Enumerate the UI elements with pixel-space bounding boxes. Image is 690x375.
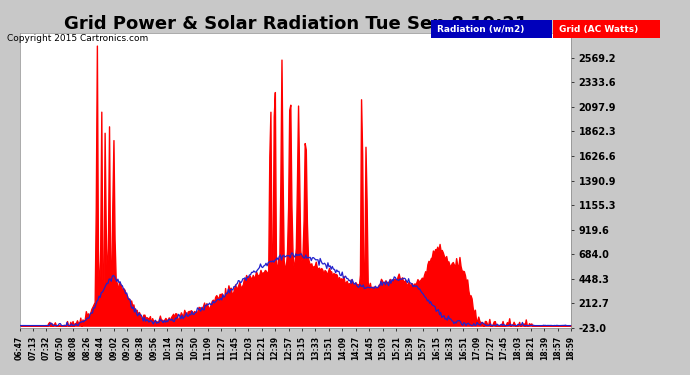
Text: Grid (AC Watts): Grid (AC Watts) (559, 25, 638, 34)
Title: Grid Power & Solar Radiation Tue Sep 8 19:21: Grid Power & Solar Radiation Tue Sep 8 1… (63, 15, 527, 33)
Text: Copyright 2015 Cartronics.com: Copyright 2015 Cartronics.com (7, 34, 148, 43)
Text: Radiation (w/m2): Radiation (w/m2) (437, 25, 524, 34)
